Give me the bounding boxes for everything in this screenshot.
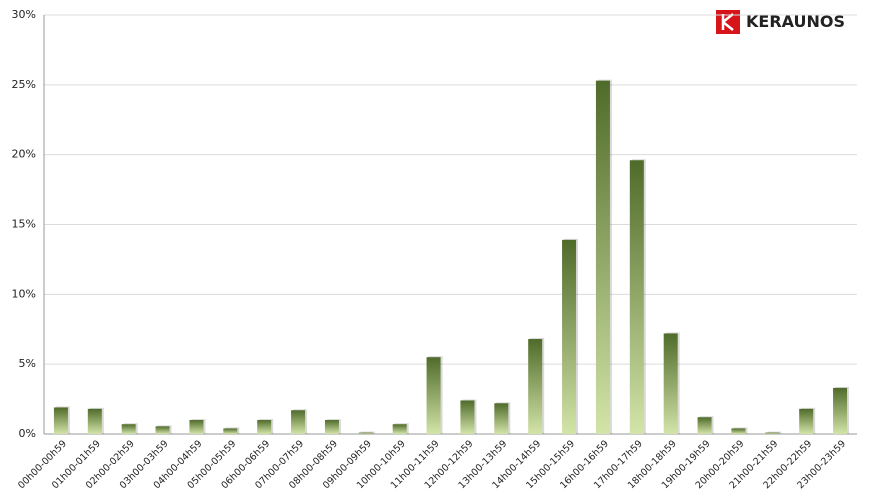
bar (121, 424, 136, 434)
bar (595, 80, 610, 434)
bar (53, 407, 68, 434)
bar (223, 428, 238, 434)
bar (392, 424, 407, 434)
bar (629, 160, 644, 434)
logo-icon (716, 10, 740, 34)
bar (324, 420, 339, 434)
y-tick-label: 25% (12, 78, 36, 91)
bar (799, 408, 814, 434)
logo-text: KERAUNOS (746, 12, 845, 31)
bar (731, 428, 746, 434)
bar (257, 420, 272, 434)
bar (358, 432, 373, 434)
bar (291, 410, 306, 434)
bar (765, 432, 780, 434)
logo: KERAUNOS (716, 10, 845, 34)
bar (528, 339, 543, 434)
bar (189, 420, 204, 434)
bar (87, 408, 102, 434)
bar (833, 387, 848, 434)
y-tick-label: 30% (12, 8, 36, 21)
y-tick-label: 5% (19, 357, 36, 370)
bar (494, 403, 509, 434)
bar (562, 239, 577, 434)
y-tick-label: 0% (19, 427, 36, 440)
bar (426, 357, 441, 434)
bar (460, 400, 475, 434)
bar (663, 333, 678, 434)
y-tick-label: 20% (12, 148, 36, 161)
bar (697, 417, 712, 434)
y-tick-label: 10% (12, 287, 36, 300)
bar (155, 426, 170, 434)
y-tick-label: 15% (12, 218, 36, 231)
